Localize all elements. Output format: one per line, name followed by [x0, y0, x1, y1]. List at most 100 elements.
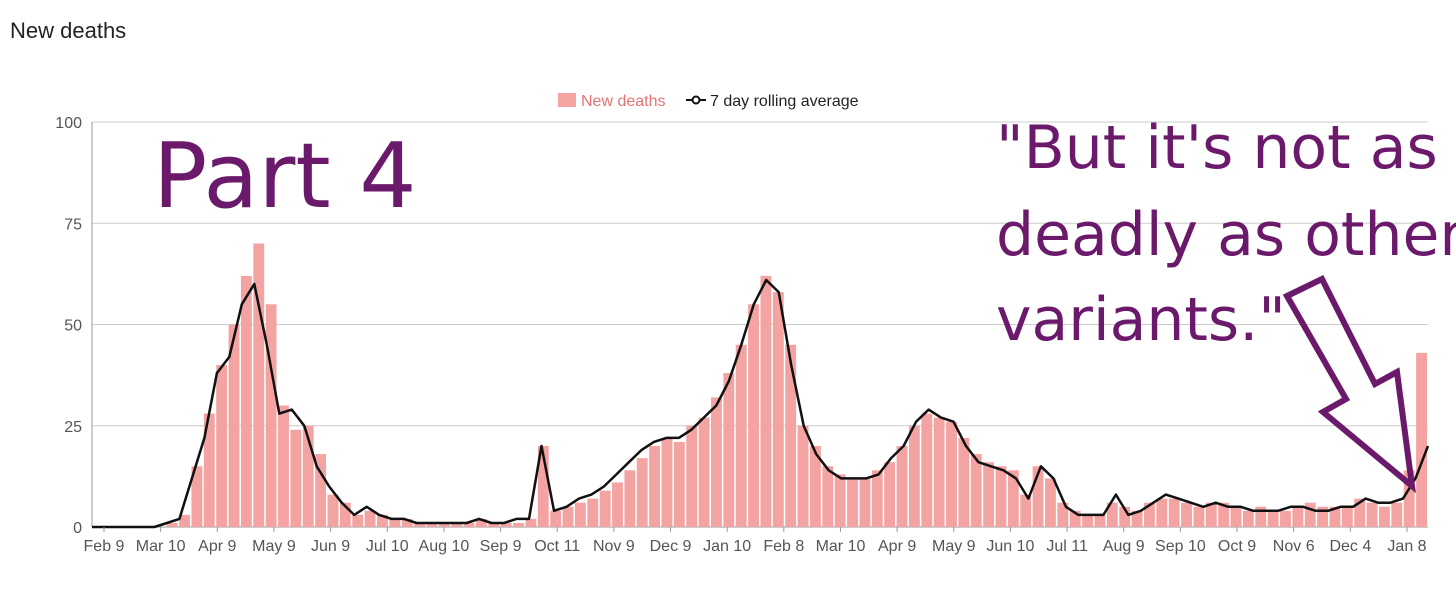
bar [1230, 506, 1242, 527]
bar [451, 522, 463, 527]
bar [587, 498, 599, 527]
legend-marker-icon [691, 95, 701, 105]
bar [847, 478, 858, 527]
bar [1131, 510, 1143, 527]
bar [946, 421, 957, 527]
bar [1168, 498, 1180, 527]
bar [216, 365, 228, 527]
arrow-icon [1282, 275, 1416, 494]
bar [908, 425, 920, 527]
bar [884, 462, 896, 527]
bar [265, 304, 277, 527]
bar [327, 494, 339, 527]
bar [414, 522, 425, 527]
bar [896, 446, 908, 527]
x-tick-label: Jul 11 [1046, 538, 1088, 555]
bar [698, 417, 710, 527]
bar [958, 437, 970, 527]
x-tick-label: Feb 9 [84, 538, 125, 555]
legend[interactable]: New deaths 7 day rolling average [558, 93, 859, 110]
bar [253, 243, 265, 527]
bar [352, 514, 364, 527]
rolling-average-line [92, 278, 1430, 529]
x-tick-label: Oct 11 [534, 538, 580, 555]
bar [574, 502, 586, 527]
x-tick-label: Sep 9 [480, 538, 522, 555]
x-tick-label: Mar 10 [136, 538, 186, 555]
bar [438, 522, 450, 527]
x-axis: Feb 9 Mar 10 Apr 9 May 9 Jun 9 Jul 10 Aug 10 Se… [84, 527, 1427, 555]
bar [735, 344, 747, 527]
bar [809, 446, 821, 527]
bar [278, 405, 289, 527]
x-tick-label: Jan 8 [1387, 538, 1426, 555]
bar [228, 324, 240, 527]
x-tick-label: Mar 10 [816, 538, 866, 555]
bar [377, 514, 388, 527]
bar [1020, 494, 1032, 527]
bar [1007, 470, 1019, 527]
bar [513, 522, 524, 527]
x-tick-label: Jul 10 [366, 538, 409, 555]
bar [970, 454, 982, 527]
bar [834, 474, 846, 527]
bar [1317, 506, 1329, 527]
bar [1391, 502, 1403, 527]
bar [1119, 506, 1131, 527]
bar [500, 522, 512, 527]
bar [166, 522, 178, 527]
bar [995, 466, 1007, 527]
bar [760, 275, 772, 527]
quote-line-2: deadly as other [996, 200, 1456, 270]
bar [686, 425, 698, 527]
bar [1094, 514, 1106, 527]
quote-line-3: variants." [996, 285, 1286, 355]
bar [859, 478, 871, 527]
quote-line-1: "But it's not as [996, 113, 1438, 183]
bar [240, 275, 252, 527]
x-tick-label: May 9 [932, 538, 976, 555]
bar [723, 373, 735, 527]
bar [1069, 510, 1081, 527]
bar [1205, 502, 1217, 527]
bar [921, 413, 933, 527]
bar [711, 397, 722, 527]
bar [1242, 510, 1254, 527]
bar [179, 514, 190, 527]
bar [797, 425, 809, 527]
bar [463, 522, 475, 527]
x-tick-label: Jun 10 [986, 538, 1034, 555]
bar [1181, 502, 1192, 527]
y-tick-label: 0 [73, 520, 82, 537]
bar [673, 441, 685, 527]
rolling-average-path [92, 278, 1430, 529]
bar [1280, 510, 1291, 527]
bar [426, 522, 438, 527]
bar [1106, 502, 1118, 527]
bar [1032, 466, 1044, 527]
bar [475, 518, 487, 527]
bars [166, 243, 1427, 527]
x-tick-label: Dec 4 [1329, 538, 1371, 555]
bar [1403, 470, 1415, 527]
y-tick-label: 100 [55, 115, 82, 132]
bar [636, 458, 648, 527]
bar [1379, 506, 1390, 527]
x-tick-label: Oct 9 [1218, 538, 1256, 555]
y-tick-label: 75 [64, 216, 82, 233]
bar [537, 446, 549, 527]
gridlines [92, 121, 1428, 528]
bar [1082, 514, 1093, 527]
bar [290, 429, 302, 527]
bar [624, 470, 636, 527]
x-tick-label: May 9 [252, 538, 296, 555]
bar [1341, 506, 1353, 527]
bar [1255, 506, 1267, 527]
bar [1292, 506, 1304, 527]
bar [983, 462, 995, 527]
bar [1329, 506, 1341, 527]
quote-annotation: "But it's not as deadly as other variant… [996, 113, 1456, 355]
x-tick-label: Sep 10 [1155, 538, 1206, 555]
bar [1218, 502, 1230, 527]
x-tick-label: Aug 9 [1103, 538, 1145, 555]
